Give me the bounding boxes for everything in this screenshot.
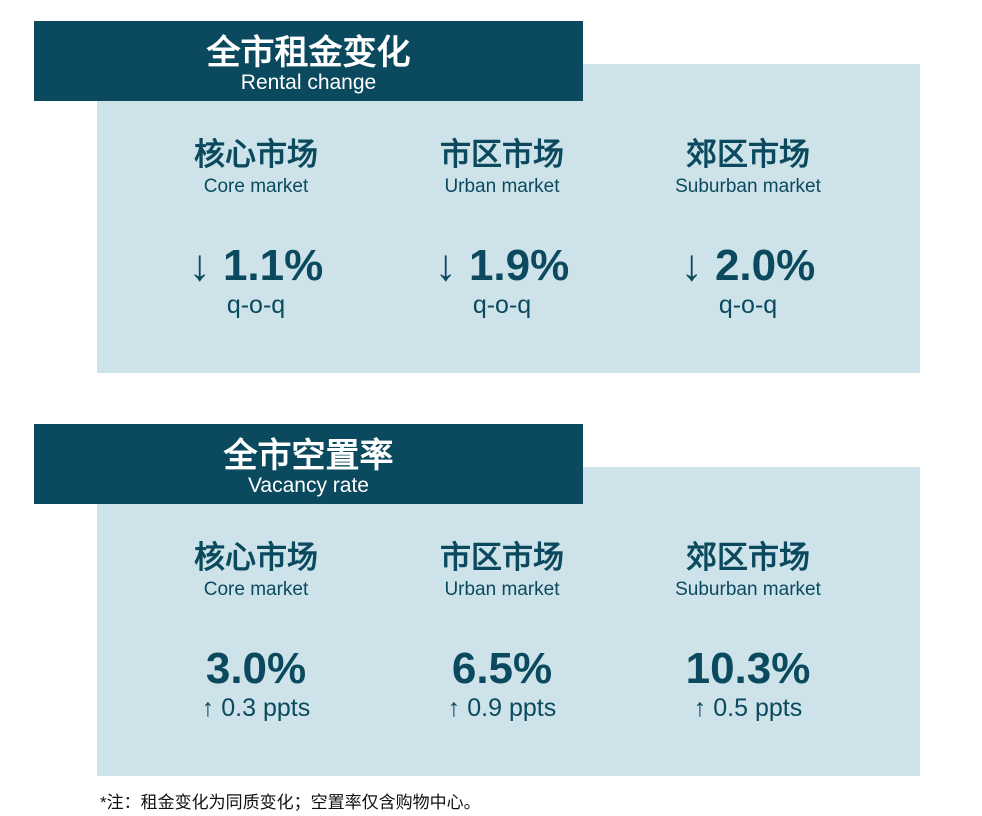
market-name-cn: 郊区市场	[686, 540, 810, 575]
market-name-en: Suburban market	[675, 579, 821, 600]
market-name-cn: 市区市场	[440, 137, 564, 172]
market-name: 市区市场 Urban market	[382, 129, 622, 198]
header-title-cn: 全市空置率	[223, 437, 394, 475]
market-name-cn: 核心市场	[194, 137, 318, 172]
value: 3.0%	[205, 644, 307, 693]
market-name-cn: 郊区市场	[686, 137, 810, 172]
value-note: ↑ 0.9 ppts	[447, 694, 557, 722]
market-name-en: Suburban market	[675, 176, 821, 197]
market-name: 核心市场 Core market	[136, 129, 376, 198]
section-header: 全市租金变化 Rental change	[34, 21, 583, 101]
value-note: q-o-q	[226, 291, 286, 319]
market-name-cn: 市区市场	[440, 540, 564, 575]
market-name-en: Urban market	[444, 579, 560, 600]
market-value: 3.0% ↑ 0.3 ppts	[136, 644, 376, 723]
value-note: q-o-q	[472, 291, 532, 319]
header-title-en: Vacancy rate	[247, 474, 369, 497]
value: 6.5%	[451, 644, 553, 693]
value-note: q-o-q	[718, 291, 778, 319]
value: ↓ 1.1%	[188, 241, 324, 290]
value: ↓ 1.9%	[434, 241, 570, 290]
market-name: 市区市场 Urban market	[382, 532, 622, 601]
header-title-cn: 全市租金变化	[206, 34, 411, 72]
market-name: 郊区市场 Suburban market	[628, 129, 868, 198]
footnote: *注：租金变化为同质变化；空置率仅含购物中心。	[100, 793, 481, 812]
market-name: 郊区市场 Suburban market	[628, 532, 868, 601]
market-value: ↓ 1.9% q-o-q	[382, 241, 622, 320]
market-value: ↓ 2.0% q-o-q	[628, 241, 868, 320]
value-note: ↑ 0.3 ppts	[201, 694, 311, 722]
market-value: 10.3% ↑ 0.5 ppts	[628, 644, 868, 723]
value-note: ↑ 0.5 ppts	[693, 694, 803, 722]
section-header: 全市空置率 Vacancy rate	[34, 424, 583, 504]
section-panel	[97, 467, 920, 776]
market-name-cn: 核心市场	[194, 540, 318, 575]
market-name-en: Core market	[203, 579, 309, 600]
value: ↓ 2.0%	[680, 241, 816, 290]
market-name: 核心市场 Core market	[136, 532, 376, 601]
market-value: ↓ 1.1% q-o-q	[136, 241, 376, 320]
section-panel	[97, 64, 920, 373]
value: 10.3%	[685, 644, 811, 693]
market-value: 6.5% ↑ 0.9 ppts	[382, 644, 622, 723]
market-name-en: Core market	[203, 176, 309, 197]
header-title-en: Rental change	[240, 71, 377, 94]
market-name-en: Urban market	[444, 176, 560, 197]
